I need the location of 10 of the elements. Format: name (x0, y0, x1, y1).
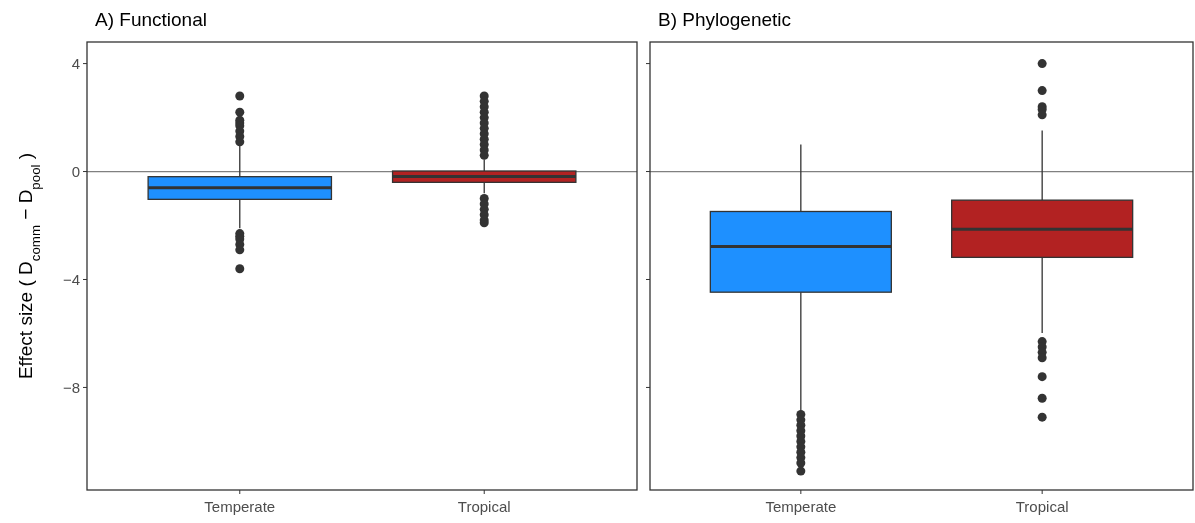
x-tick-label: Tropical (457, 498, 511, 515)
x-tick-label: Temperate (765, 498, 837, 515)
y-tick-label: 4 (71, 54, 80, 72)
y-tick-label: −4 (62, 270, 80, 288)
chart-title: A) Functional (95, 9, 207, 30)
chart-title: B) Phylogenetic (658, 9, 792, 30)
y-tick-label: 0 (71, 162, 80, 180)
x-tick-label: Temperate (204, 498, 276, 515)
x-tick-label: Tropical (1015, 498, 1069, 515)
y-tick-label: −8 (62, 378, 80, 396)
